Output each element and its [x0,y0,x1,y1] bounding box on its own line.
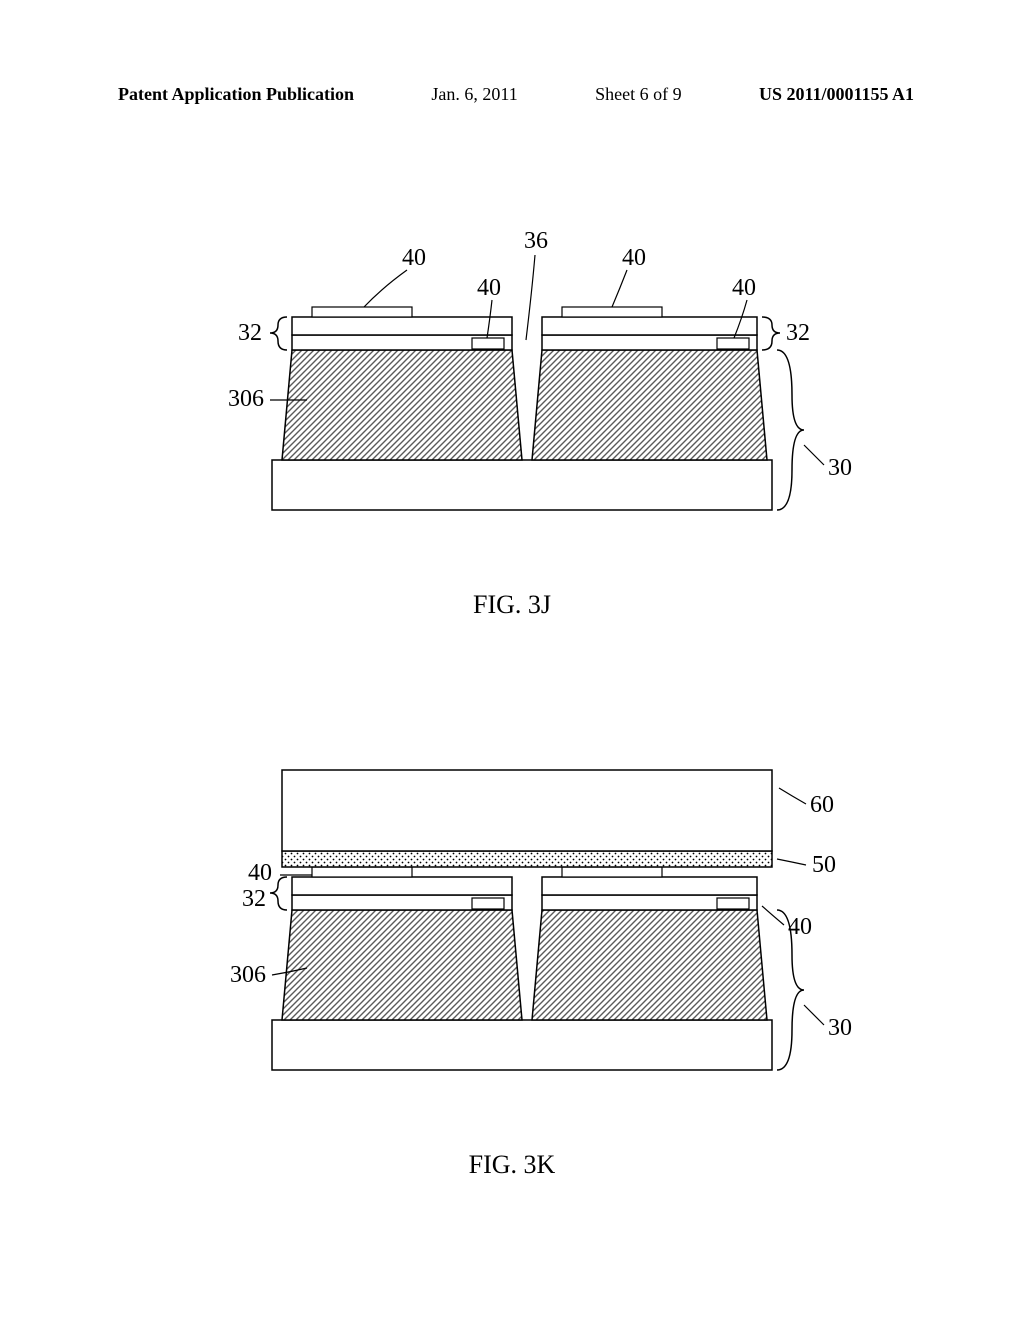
label-40-c: 40 [622,245,646,271]
label-60: 60 [810,792,834,818]
publication-label: Patent Application Publication [118,84,354,105]
label-30: 30 [828,455,852,481]
page-header: Patent Application Publication Jan. 6, 2… [0,84,1024,105]
label-32-right: 32 [786,320,810,346]
figure-3j: 36 40 40 40 40 32 32 306 30 FIG. 3J [0,200,1024,620]
document-number: US 2011/0001155 A1 [759,84,914,105]
figure-3j-caption: FIG. 3J [0,590,1024,620]
label-32-left: 32 [238,320,262,346]
publication-date: Jan. 6, 2011 [431,84,517,105]
label-30-k: 30 [828,1015,852,1041]
figure-3j-svg: 36 40 40 40 40 32 32 306 30 [152,200,872,560]
label-50: 50 [812,852,836,878]
label-36: 36 [524,228,548,254]
label-40-a: 40 [402,245,426,271]
sheet-number: Sheet 6 of 9 [595,84,681,105]
label-32: 32 [242,886,266,912]
label-306-k: 306 [230,962,266,988]
label-40-d: 40 [732,275,756,301]
label-40-left: 40 [248,860,272,886]
label-306: 306 [228,386,264,412]
figure-3k: 60 50 40 40 32 306 30 FIG. 3K [0,720,1024,1180]
figure-3k-svg: 60 50 40 40 32 306 30 [152,720,872,1120]
label-40-b: 40 [477,275,501,301]
figure-3k-caption: FIG. 3K [0,1150,1024,1180]
